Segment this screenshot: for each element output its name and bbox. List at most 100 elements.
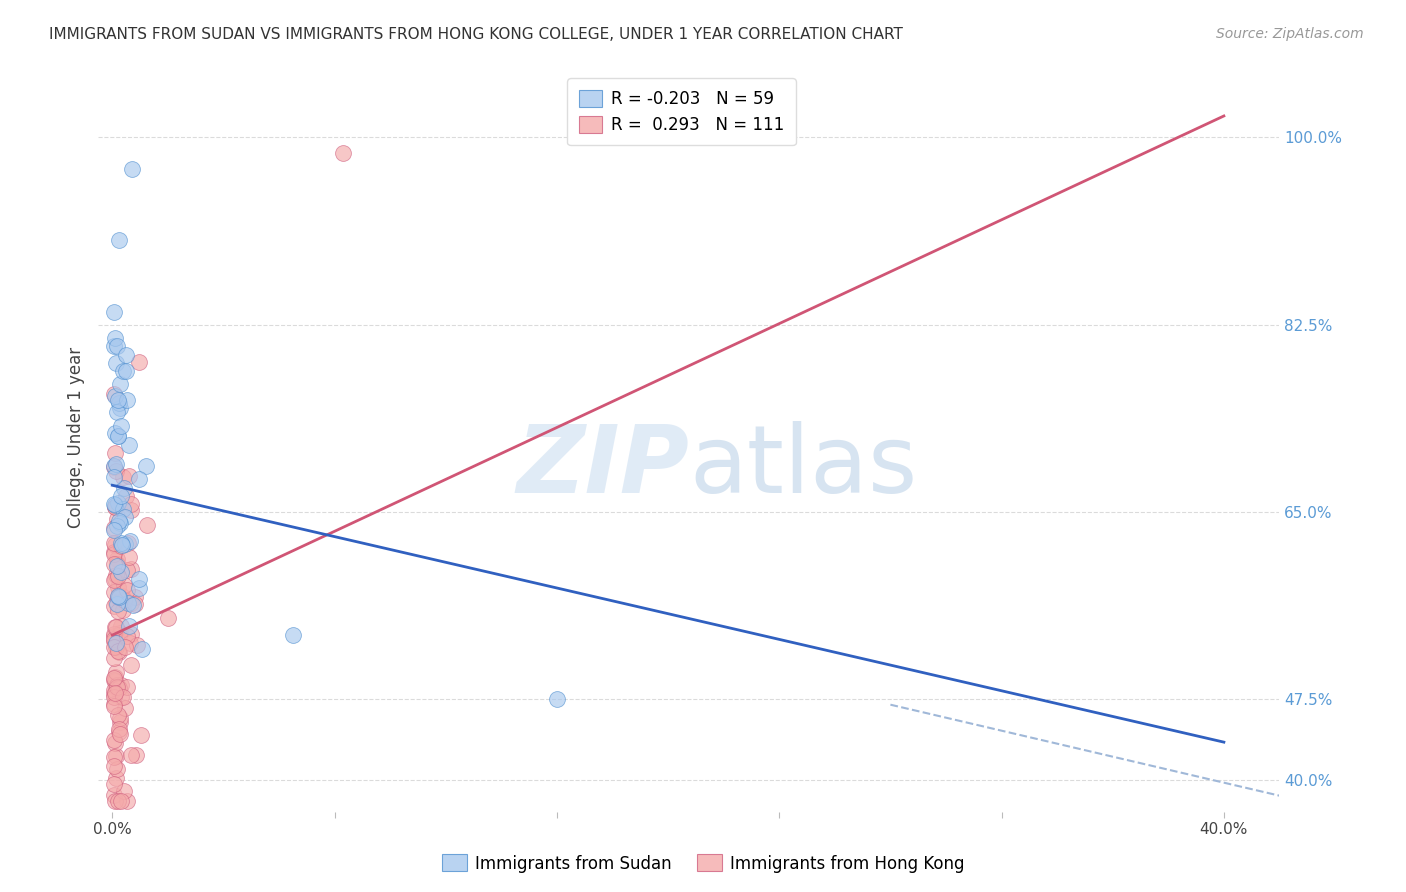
Point <box>136 518 159 533</box>
Point <box>112 578 135 592</box>
Point <box>131 642 153 657</box>
Point <box>114 594 136 608</box>
Point <box>156 611 179 625</box>
Point <box>103 687 125 701</box>
Point <box>107 590 129 604</box>
Point <box>103 777 125 791</box>
Point <box>117 596 139 610</box>
Point <box>105 458 128 472</box>
Point <box>107 496 129 510</box>
Point <box>114 640 136 655</box>
Point <box>120 533 142 548</box>
Point <box>111 690 134 705</box>
Point <box>105 596 128 610</box>
Point <box>128 355 150 369</box>
Point <box>110 418 132 433</box>
Point <box>111 501 134 516</box>
Point <box>105 551 128 566</box>
Point <box>110 566 132 580</box>
Legend: R = -0.203   N = 59, R =  0.293   N = 111: R = -0.203 N = 59, R = 0.293 N = 111 <box>568 78 796 145</box>
Point <box>121 497 143 511</box>
Point <box>107 644 129 658</box>
Point <box>117 582 139 597</box>
Point <box>103 545 125 559</box>
Point <box>124 597 146 611</box>
Text: Source: ZipAtlas.com: Source: ZipAtlas.com <box>1216 27 1364 41</box>
Point <box>104 500 127 514</box>
Point <box>103 305 125 319</box>
Point <box>128 581 150 595</box>
Point <box>125 639 148 653</box>
Point <box>103 633 125 648</box>
Point <box>120 502 142 516</box>
Point <box>103 629 125 643</box>
Point <box>103 632 125 647</box>
Point <box>108 516 131 530</box>
Point <box>105 405 128 419</box>
Point <box>103 523 125 537</box>
Point <box>108 628 131 642</box>
Point <box>114 510 136 524</box>
Point <box>107 604 129 618</box>
Point <box>103 469 125 483</box>
Point <box>120 562 142 576</box>
Legend: Immigrants from Sudan, Immigrants from Hong Kong: Immigrants from Sudan, Immigrants from H… <box>434 847 972 880</box>
Point <box>105 680 128 694</box>
Point <box>118 469 141 483</box>
Point <box>108 711 131 725</box>
Point <box>115 629 138 643</box>
Point <box>103 672 125 686</box>
Point <box>104 330 127 344</box>
Point <box>103 460 125 475</box>
Point <box>105 519 128 533</box>
Point <box>120 748 142 763</box>
Point <box>104 498 127 512</box>
Point <box>135 458 157 473</box>
Point <box>104 572 127 586</box>
Point <box>108 401 131 416</box>
Point <box>103 758 125 772</box>
Point <box>112 364 135 378</box>
Point <box>110 489 132 503</box>
Point <box>103 599 125 614</box>
Point <box>115 348 138 362</box>
Point <box>114 537 136 551</box>
Point <box>105 597 128 611</box>
Point <box>103 547 125 561</box>
Point <box>110 677 132 691</box>
Point <box>115 489 138 503</box>
Point <box>105 678 128 692</box>
Point <box>128 472 150 486</box>
Point <box>117 619 139 633</box>
Point <box>107 559 129 574</box>
Point <box>332 146 354 161</box>
Point <box>124 748 146 763</box>
Point <box>121 598 143 612</box>
Point <box>108 233 131 247</box>
Point <box>107 393 129 408</box>
Point <box>546 692 568 706</box>
Point <box>104 670 127 684</box>
Point <box>104 736 127 750</box>
Point <box>107 707 129 722</box>
Point <box>105 568 128 582</box>
Point <box>103 749 125 764</box>
Point <box>111 538 134 552</box>
Point <box>112 470 135 484</box>
Point <box>107 557 129 571</box>
Point <box>104 771 127 785</box>
Point <box>120 627 142 641</box>
Point <box>115 680 138 694</box>
Text: ZIP: ZIP <box>516 421 689 513</box>
Text: atlas: atlas <box>689 421 917 513</box>
Point <box>103 557 125 571</box>
Point <box>114 701 136 715</box>
Point <box>103 683 125 698</box>
Point <box>103 788 125 802</box>
Point <box>103 651 125 665</box>
Point <box>107 512 129 526</box>
Point <box>110 794 132 808</box>
Point <box>108 395 131 409</box>
Point <box>104 640 127 654</box>
Point <box>104 794 127 808</box>
